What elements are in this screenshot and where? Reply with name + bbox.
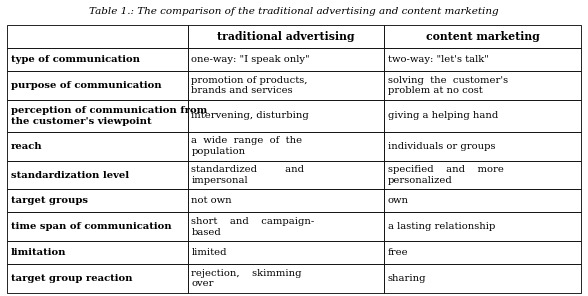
Text: a  wide  range  of  the
population: a wide range of the population: [191, 136, 302, 156]
Bar: [7, 48, 188, 71]
Text: limited: limited: [191, 248, 227, 257]
Bar: [188, 48, 384, 71]
Bar: [188, 189, 384, 212]
Text: own: own: [387, 197, 409, 205]
Text: intervening, disturbing: intervening, disturbing: [191, 111, 309, 120]
Bar: [7, 132, 188, 161]
Bar: [188, 264, 384, 293]
Text: limitation: limitation: [11, 248, 66, 257]
Bar: [7, 212, 188, 241]
Bar: [384, 25, 581, 48]
Bar: [384, 71, 581, 100]
Text: standardized         and
impersonal: standardized and impersonal: [191, 165, 305, 185]
Text: Table 1.: The comparison of the traditional advertising and content marketing: Table 1.: The comparison of the traditio…: [89, 7, 499, 16]
Text: promotion of products,
brands and services: promotion of products, brands and servic…: [191, 75, 308, 95]
Text: short    and    campaign-
based: short and campaign- based: [191, 217, 315, 237]
Bar: [188, 71, 384, 100]
Text: target groups: target groups: [11, 197, 88, 205]
Bar: [188, 212, 384, 241]
Text: giving a helping hand: giving a helping hand: [387, 111, 498, 120]
Text: rejection,    skimming
over: rejection, skimming over: [191, 269, 302, 289]
Text: content marketing: content marketing: [426, 31, 539, 42]
Bar: [384, 161, 581, 189]
Text: target group reaction: target group reaction: [11, 274, 132, 283]
Bar: [188, 241, 384, 264]
Bar: [7, 161, 188, 189]
Text: two-way: "let's talk": two-way: "let's talk": [387, 55, 489, 64]
Text: individuals or groups: individuals or groups: [387, 142, 495, 151]
Bar: [384, 100, 581, 132]
Bar: [7, 25, 188, 48]
Text: sharing: sharing: [387, 274, 426, 283]
Bar: [188, 100, 384, 132]
Text: solving  the  customer's
problem at no cost: solving the customer's problem at no cos…: [387, 75, 508, 95]
Text: free: free: [387, 248, 408, 257]
Bar: [384, 264, 581, 293]
Text: a lasting relationship: a lasting relationship: [387, 222, 495, 231]
Bar: [188, 132, 384, 161]
Bar: [384, 189, 581, 212]
Text: perception of communication from
the customer's viewpoint: perception of communication from the cus…: [11, 106, 207, 126]
Bar: [7, 241, 188, 264]
Bar: [7, 264, 188, 293]
Bar: [7, 71, 188, 100]
Text: standardization level: standardization level: [11, 170, 129, 179]
Bar: [384, 48, 581, 71]
Bar: [7, 189, 188, 212]
Text: reach: reach: [11, 142, 42, 151]
Bar: [384, 241, 581, 264]
Bar: [384, 132, 581, 161]
Text: time span of communication: time span of communication: [11, 222, 171, 231]
Bar: [384, 212, 581, 241]
Bar: [188, 161, 384, 189]
Text: one-way: "I speak only": one-way: "I speak only": [191, 55, 310, 64]
Text: purpose of communication: purpose of communication: [11, 81, 161, 90]
Bar: [188, 25, 384, 48]
Text: traditional advertising: traditional advertising: [217, 31, 355, 42]
Bar: [7, 100, 188, 132]
Text: type of communication: type of communication: [11, 55, 139, 64]
Text: specified    and    more
personalized: specified and more personalized: [387, 165, 503, 185]
Text: not own: not own: [191, 197, 232, 205]
